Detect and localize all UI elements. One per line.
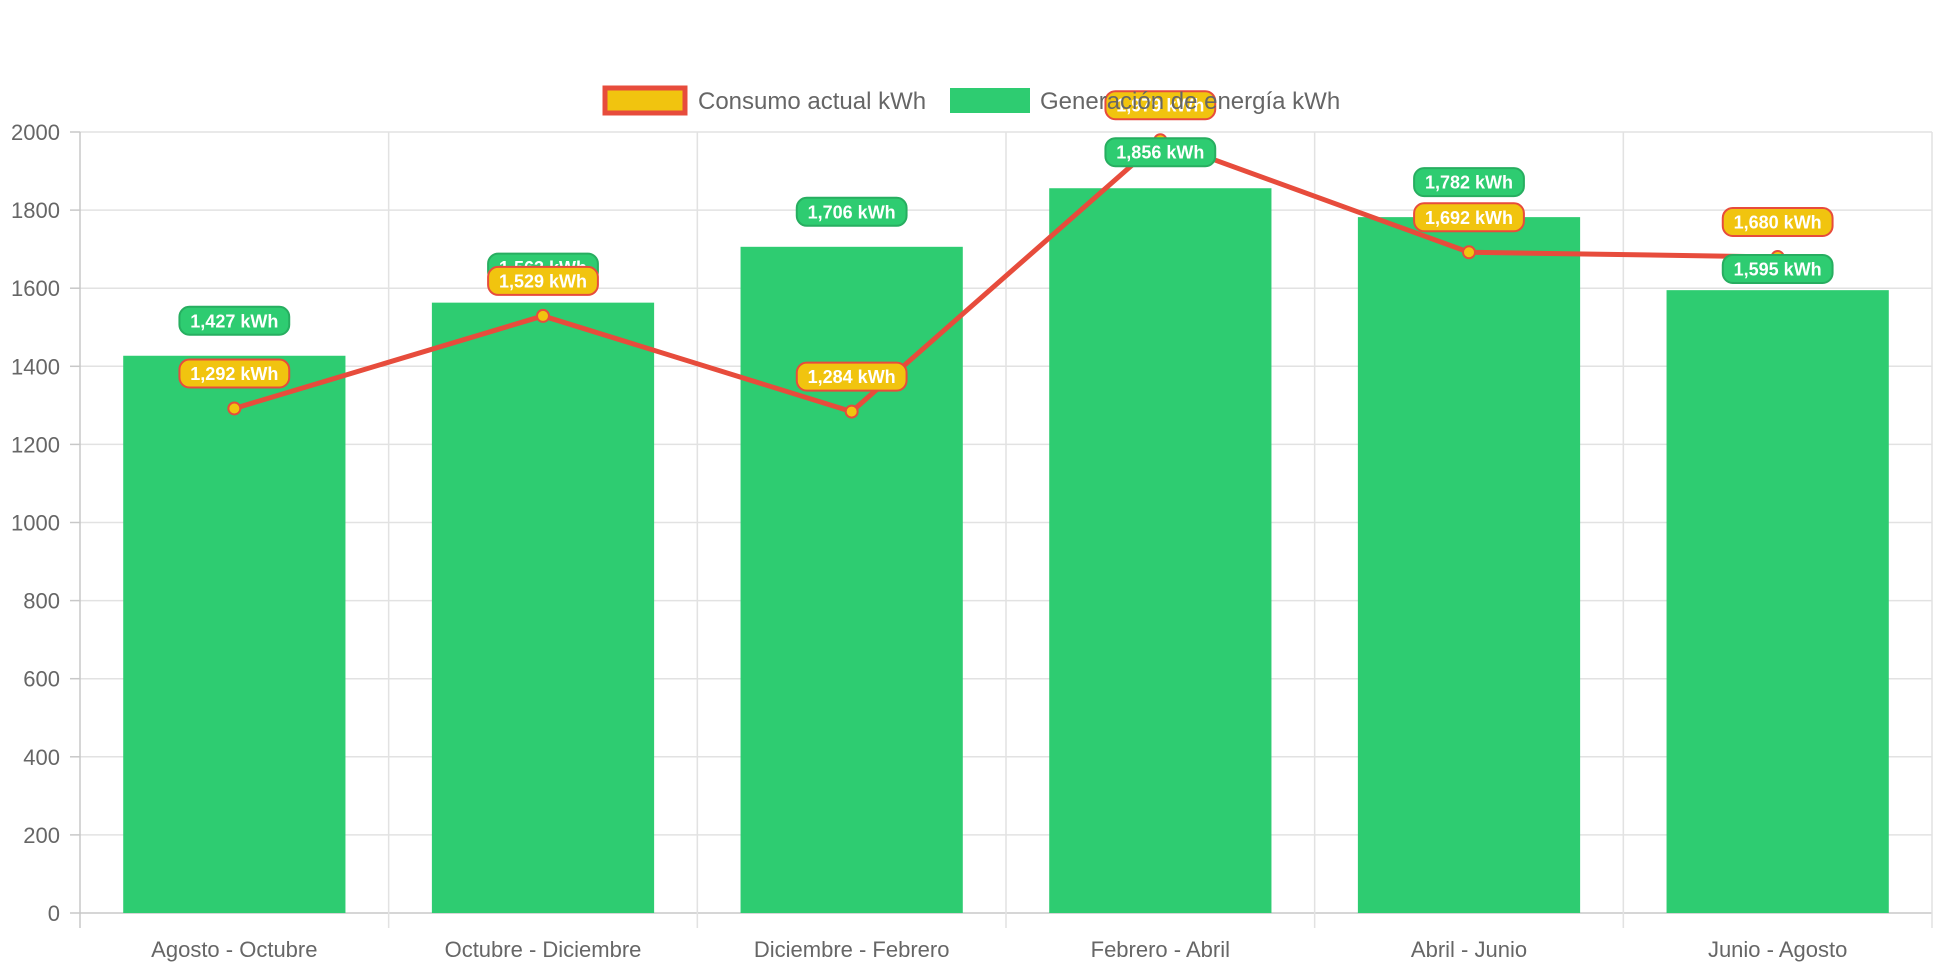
x-tick-label: Abril - Junio (1411, 937, 1527, 962)
legend-swatch-consumo[interactable] (602, 85, 688, 116)
y-tick-label: 200 (23, 823, 60, 848)
data-label-text: 1,427 kWh (190, 311, 278, 331)
data-label-text: 1,284 kWh (808, 367, 896, 387)
bar-data-label: 1,856 kWh (1104, 137, 1217, 168)
data-label-bg (178, 305, 291, 336)
y-tick-label: 1000 (11, 511, 60, 536)
bar[interactable] (1049, 188, 1272, 913)
data-label-text: 1,595 kWh (1734, 259, 1822, 279)
line-point[interactable] (536, 308, 550, 323)
bar-series (123, 188, 1889, 914)
bar-data-label: 1,706 kWh (795, 196, 908, 227)
legend-swatch-generacion[interactable] (950, 88, 1030, 113)
y-tick-label: 1200 (11, 432, 60, 457)
data-label-bg (178, 358, 291, 389)
bar-data-label: 1,595 kWh (1721, 253, 1834, 284)
line-point[interactable] (227, 401, 242, 416)
bar[interactable] (1357, 217, 1581, 913)
legend: Consumo actual kWh Generación de energía… (602, 85, 1340, 116)
data-label-text: 1,680 kWh (1734, 212, 1822, 232)
grid-lines (79, 131, 1933, 928)
data-label-bg (1413, 202, 1525, 233)
data-label-bg (795, 361, 908, 392)
x-axis: Agosto - Octubre Octubre - Diciembre Dicie… (151, 937, 1847, 962)
data-label-text: 1,529 kWh (499, 271, 587, 291)
y-tick-label: 0 (48, 901, 60, 926)
line-point[interactable] (1462, 245, 1476, 260)
data-label-text: 1,292 kWh (190, 364, 278, 384)
line-data-label: 1,680 kWh (1721, 206, 1834, 237)
data-label-bg (1721, 253, 1834, 284)
x-tick-label: Junio - Agosto (1708, 937, 1847, 962)
y-tick-label: 2000 (11, 120, 60, 145)
line-data-label: 1,979 kWh (1104, 90, 1217, 121)
y-tick-label: 1600 (11, 276, 60, 301)
y-axis: 0 200 400 600 800 1000 1200 1400 1600 1800 2000 (11, 120, 80, 926)
data-label-text: 1,692 kWh (1425, 208, 1513, 228)
y-tick-label: 600 (23, 667, 60, 692)
y-tick-label: 1400 (11, 354, 60, 379)
data-label-bg (487, 265, 599, 296)
series-line (233, 137, 1778, 415)
bar[interactable] (123, 355, 346, 914)
data-label-bg (795, 196, 908, 227)
line-data-label: 1,292 kWh (178, 358, 291, 389)
bar-data-label: 1,782 kWh (1413, 167, 1525, 198)
x-tick-label: Agosto - Octubre (151, 937, 317, 962)
data-label-text: 1,782 kWh (1425, 173, 1513, 193)
data-label-bg (1413, 167, 1525, 198)
line-data-label: 1,692 kWh (1413, 202, 1525, 233)
data-label-text: 1,979 kWh (1116, 96, 1204, 116)
y-tick-label: 400 (23, 745, 60, 770)
data-label-text: 1,706 kWh (808, 202, 896, 222)
line-point[interactable] (844, 404, 859, 419)
legend-label-generacion[interactable]: Generación de energía kWh (1040, 88, 1340, 115)
x-tick-label: Octubre - Diciembre (445, 937, 642, 962)
line-data-label: 1,529 kWh (487, 265, 599, 296)
data-label-bg (1104, 90, 1217, 121)
bar[interactable] (431, 302, 655, 913)
data-label-bg (1104, 137, 1217, 168)
data-label-text: 1,856 kWh (1116, 143, 1204, 163)
bar-data-label: 1,427 kWh (178, 305, 291, 336)
legend-label-consumo[interactable]: Consumo actual kWh (698, 88, 926, 115)
data-label-bg (1721, 206, 1834, 237)
x-tick-label: Diciembre - Febrero (754, 937, 950, 962)
bar[interactable] (740, 246, 963, 913)
y-tick-label: 800 (23, 589, 60, 614)
x-tick-label: Febrero - Abril (1091, 937, 1230, 962)
y-tick-label: 1800 (11, 198, 60, 223)
line-data-label: 1,284 kWh (795, 361, 908, 392)
bar[interactable] (1666, 290, 1889, 914)
